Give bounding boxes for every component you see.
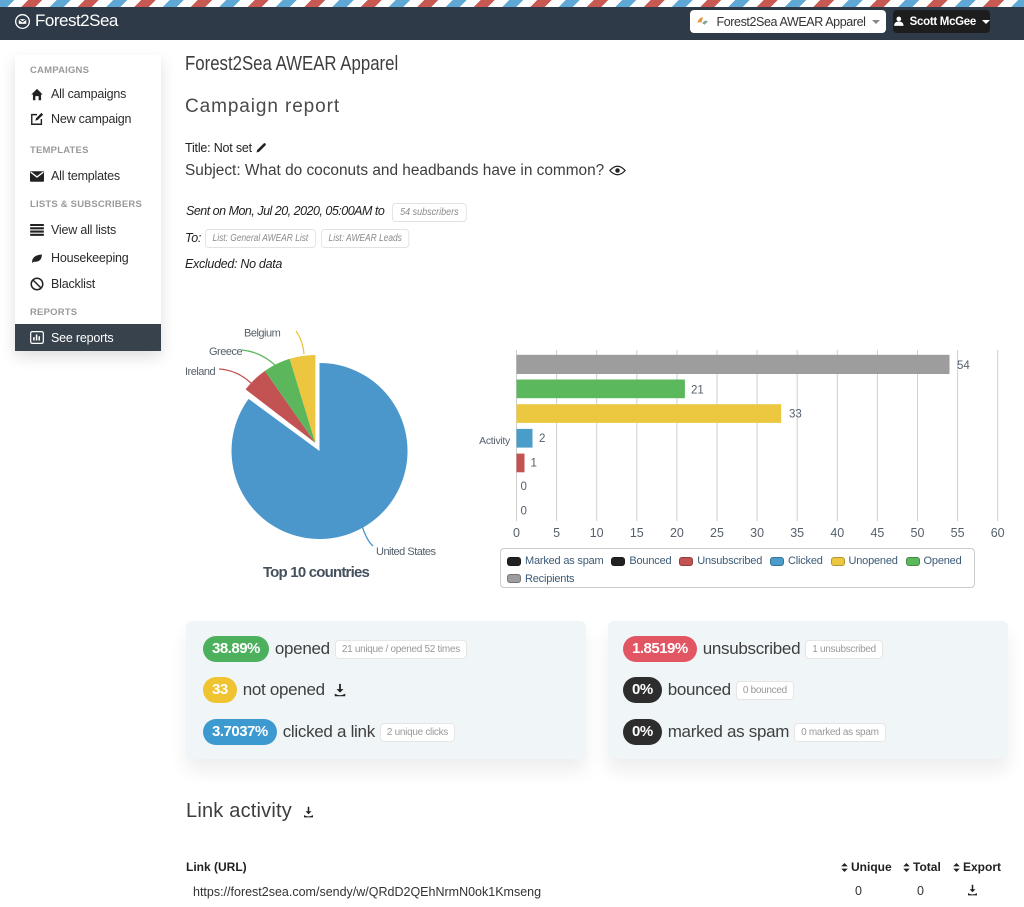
svg-text:50: 50 [911,526,925,540]
svg-text:33: 33 [789,409,802,421]
svg-text:54: 54 [957,360,970,372]
svg-text:Top 10 countries: Top 10 countries [263,564,370,581]
svg-text:Greece: Greece [209,346,242,358]
svg-text:55: 55 [951,526,965,540]
svg-text:Activity: Activity [479,435,511,447]
svg-text:21: 21 [691,385,704,397]
svg-text:United States: United States [376,546,437,558]
svg-text:35: 35 [790,526,804,540]
svg-text:Ireland: Ireland [185,366,216,378]
svg-text:45: 45 [870,526,884,540]
svg-text:40: 40 [830,526,844,540]
svg-text:0: 0 [521,506,527,518]
svg-text:0: 0 [513,526,520,540]
svg-text:20: 20 [670,526,684,540]
svg-text:10: 10 [590,526,604,540]
svg-text:60: 60 [991,526,1005,540]
svg-text:2: 2 [539,433,545,445]
svg-text:15: 15 [630,526,644,540]
svg-text:0: 0 [521,481,527,493]
svg-text:1: 1 [531,458,537,470]
svg-text:Belgium: Belgium [244,328,281,340]
svg-text:25: 25 [710,526,724,540]
svg-text:30: 30 [750,526,764,540]
svg-text:5: 5 [553,526,560,540]
